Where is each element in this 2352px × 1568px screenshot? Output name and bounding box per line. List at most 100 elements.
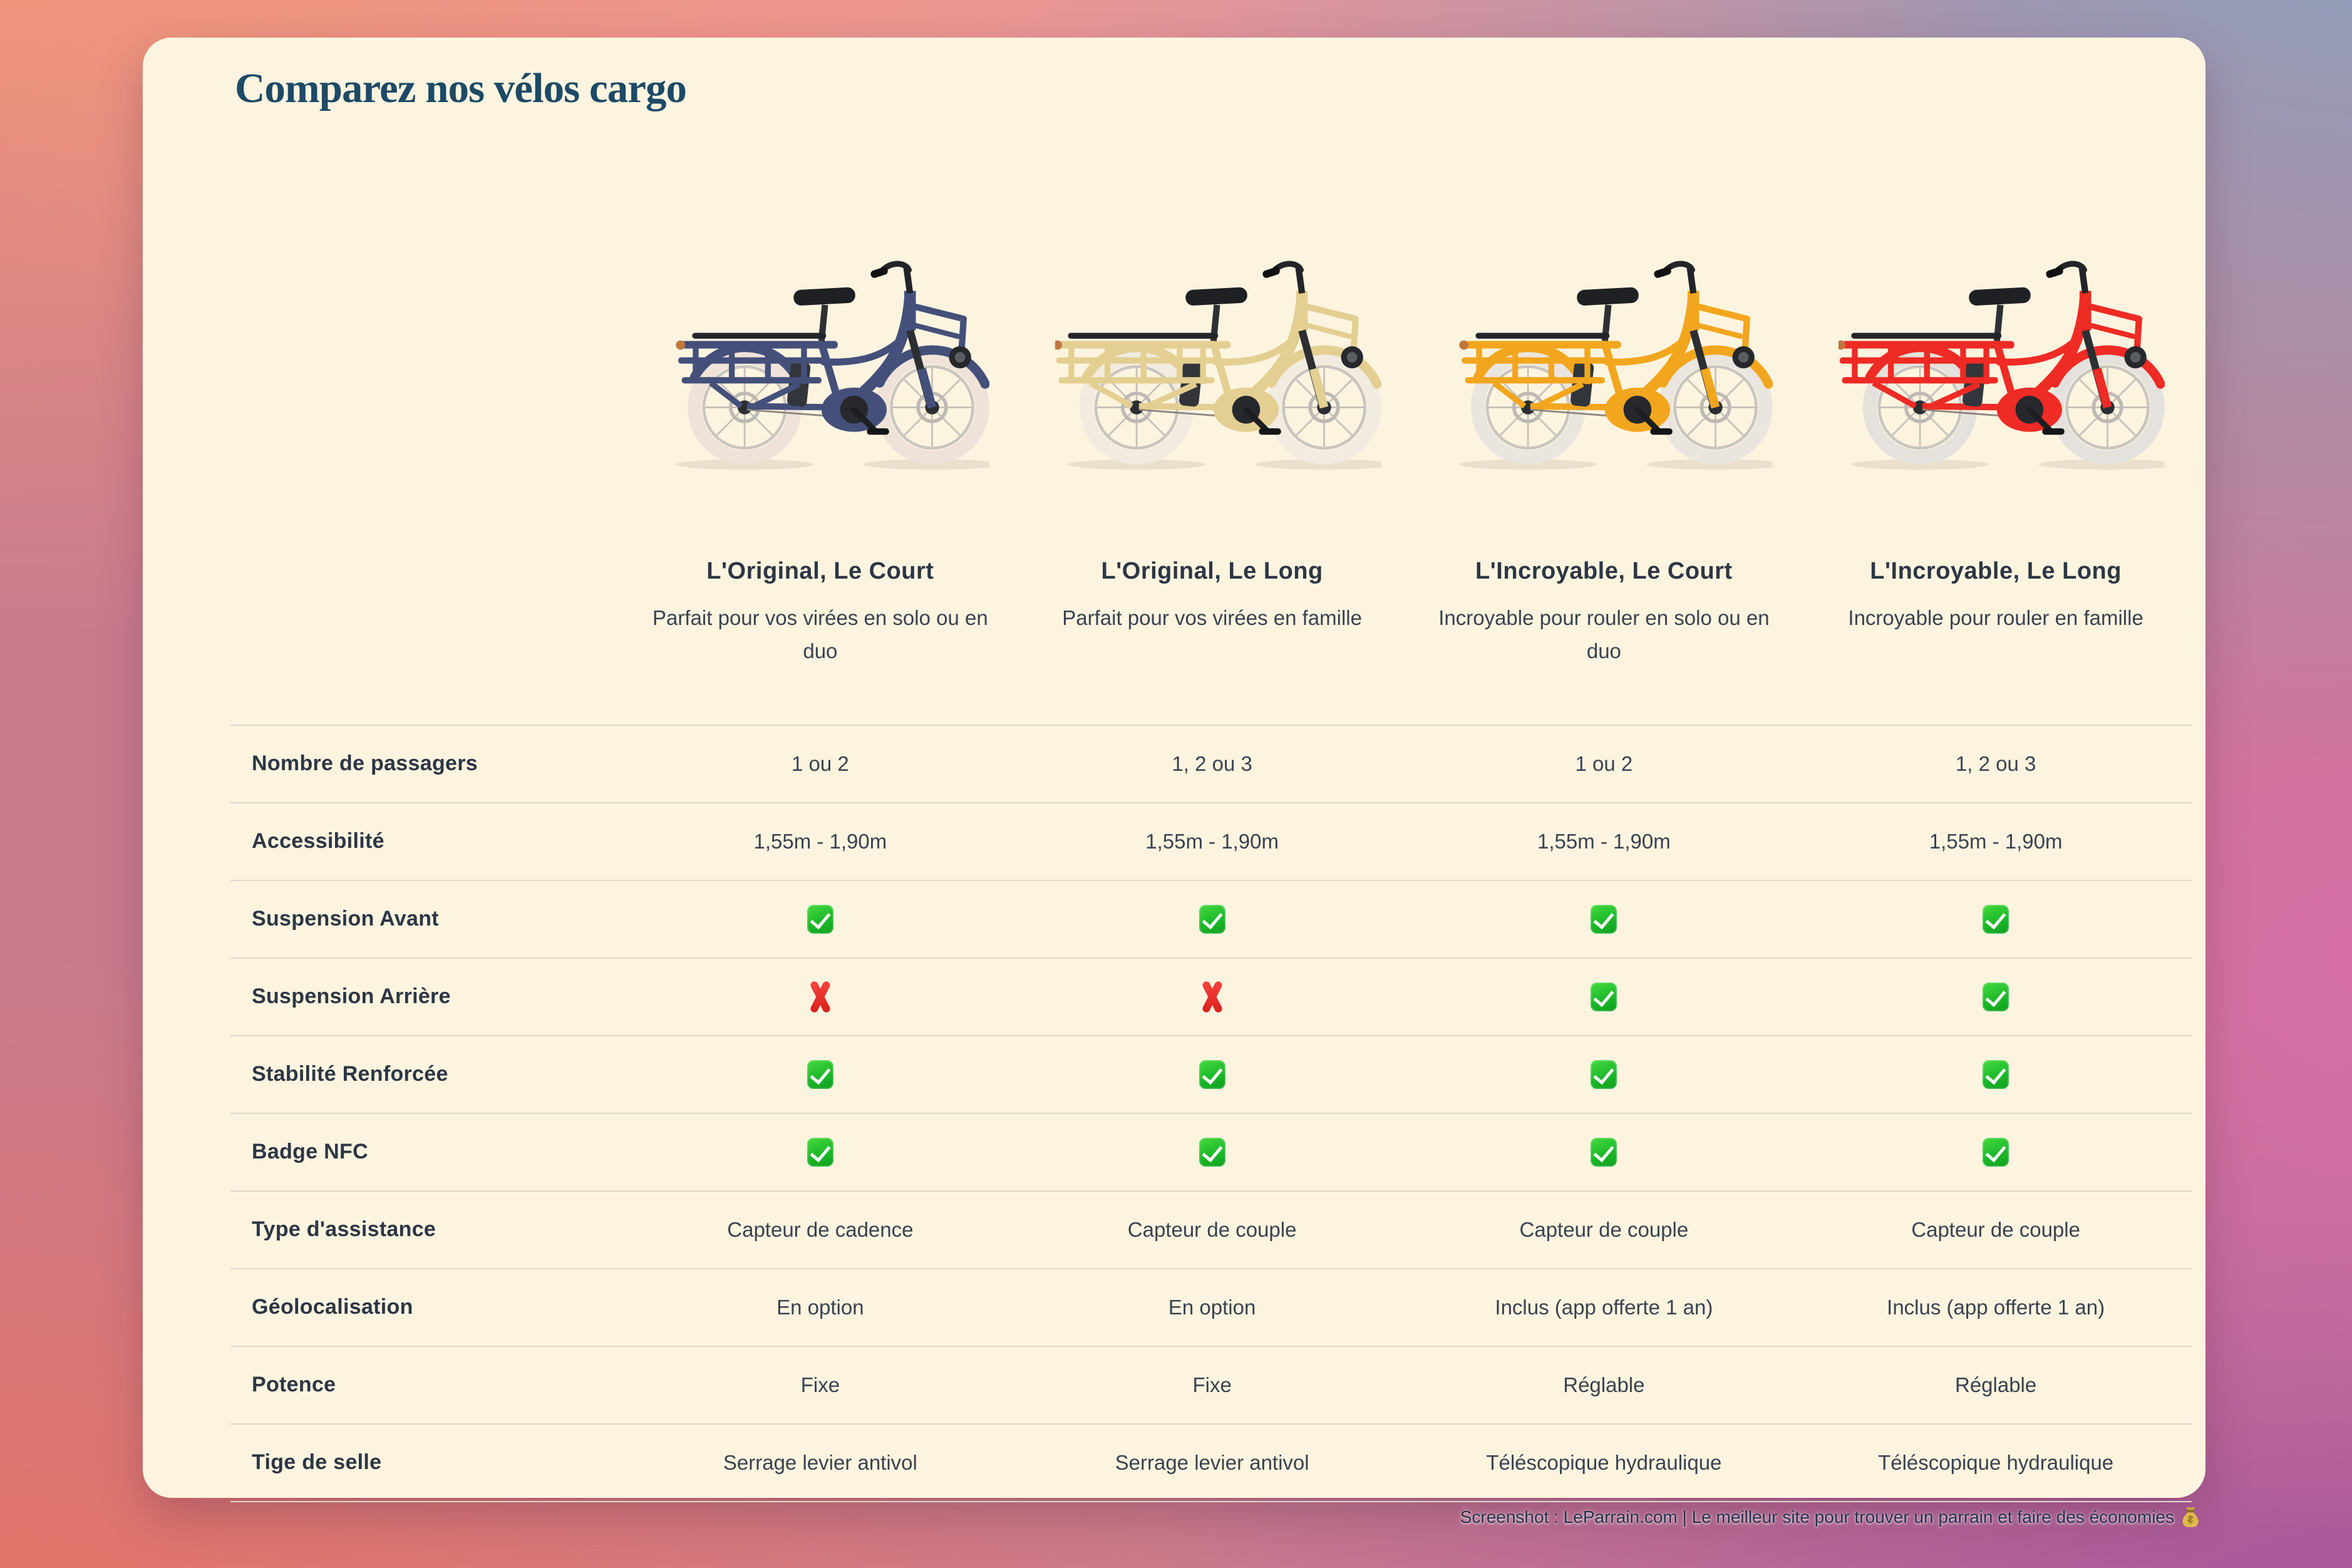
table-cell: 1 ou 2: [624, 752, 1016, 776]
check-icon: [1591, 1060, 1617, 1089]
table-cell: En option: [624, 1296, 1016, 1319]
check-icon: [1199, 904, 1225, 934]
check-icon: [1983, 904, 2009, 934]
cell-value: Fixe: [800, 1373, 840, 1396]
row-label: Suspension Avant: [252, 907, 439, 931]
bike-column-incroyable-court: L'Incroyable, Le Court Incroyable pour r…: [1408, 237, 1800, 668]
table-cell: En option: [1016, 1296, 1408, 1319]
check-icon: [1199, 1060, 1225, 1089]
table-row: Nombre de passagers 1 ou 2 1, 2 ou 3 1 ou …: [230, 724, 2192, 802]
check-icon: [807, 904, 833, 934]
table-cell: [624, 1137, 1016, 1167]
bike-image-incroyable-court: [1435, 237, 1773, 470]
table-cell: 1 ou 2: [1408, 752, 1800, 776]
cell-value: 1,55m - 1,90m: [1537, 829, 1671, 853]
cell-value: Fixe: [1192, 1373, 1232, 1396]
table-cell: Capteur de couple: [1408, 1218, 1800, 1242]
money-bag-icon: [2182, 1507, 2199, 1527]
table-row: Type d'assistance Capteur de cadence Capt…: [230, 1190, 2192, 1268]
table-row: Tige de selle Serrage levier antivol Serr…: [230, 1423, 2192, 1502]
table-cell: Téléscopique hydraulique: [1408, 1451, 1800, 1475]
row-label: Accessibilité: [252, 829, 384, 854]
bike-column-original-long: L'Original, Le Long Parfait pour vos vir…: [1016, 237, 1408, 668]
bike-description: Parfait pour vos virées en famille: [1062, 606, 1362, 629]
row-label: Géolocalisation: [252, 1295, 413, 1319]
table-cell: [624, 981, 1016, 1013]
cargo-bike-icon: [651, 237, 989, 470]
table-cell: 1,55m - 1,90m: [1016, 830, 1408, 854]
table-cell: [624, 1060, 1016, 1089]
bikes-header-spacer: [230, 237, 624, 668]
cell-value: 1 ou 2: [1575, 751, 1633, 775]
comparison-card: Comparez nos vélos cargo L'Original, Le …: [143, 38, 2205, 1502]
table-cell: 1,55m - 1,90m: [1408, 830, 1800, 854]
table-cell: [1016, 1060, 1408, 1089]
bike-image-incroyable-long: [1827, 237, 2165, 470]
cell-value: Inclus (app offerte 1 an): [1495, 1295, 1713, 1319]
row-label: Tige de selle: [252, 1450, 382, 1475]
bike-name: L'Original, Le Long: [1101, 557, 1323, 584]
table-cell: Fixe: [624, 1373, 1016, 1397]
table-cell: 1, 2 ou 3: [1016, 752, 1408, 776]
table-cell: [1800, 1137, 2192, 1167]
cargo-bike-icon: [1435, 237, 1773, 470]
table-cell: [1408, 1137, 1800, 1167]
cell-value: Capteur de couple: [1911, 1217, 2080, 1241]
table-cell: [1016, 981, 1408, 1013]
cell-value: Serrage levier antivol: [1115, 1450, 1309, 1474]
cell-value: Capteur de cadence: [727, 1217, 914, 1241]
cargo-bike-icon: [1043, 237, 1381, 470]
table-cell: Capteur de couple: [1016, 1218, 1408, 1242]
cross-icon: [1201, 981, 1224, 1013]
check-icon: [807, 1137, 833, 1167]
check-icon: [1591, 904, 1617, 934]
check-icon: [1591, 1137, 1617, 1167]
cell-value: 1,55m - 1,90m: [753, 829, 887, 853]
cell-value: Capteur de couple: [1519, 1217, 1689, 1241]
cell-value: En option: [776, 1295, 864, 1319]
table-cell: Capteur de couple: [1800, 1218, 2192, 1242]
table-row: Suspension Avant: [230, 879, 2192, 957]
bike-column-original-court: L'Original, Le Court Parfait pour vos vi…: [624, 237, 1016, 668]
comparison-table: Nombre de passagers 1 ou 2 1, 2 ou 3 1 ou …: [230, 724, 2192, 1502]
table-cell: Serrage levier antivol: [1016, 1451, 1408, 1475]
cell-value: 1, 2 ou 3: [1172, 751, 1252, 775]
cell-value: Réglable: [1954, 1373, 2037, 1396]
table-cell: Téléscopique hydraulique: [1800, 1451, 2192, 1475]
table-cell: Serrage levier antivol: [624, 1451, 1016, 1475]
table-cell: [1800, 1060, 2192, 1089]
table-cell: Fixe: [1016, 1373, 1408, 1397]
table-cell: [1016, 1137, 1408, 1167]
table-row: Potence Fixe Fixe Réglable Réglable: [230, 1345, 2192, 1423]
table-row: Accessibilité 1,55m - 1,90m 1,55m - 1,90m…: [230, 802, 2192, 880]
table-cell: Réglable: [1408, 1373, 1800, 1397]
check-icon: [1983, 1137, 2009, 1167]
screenshot-credit: Screenshot : LeParrain.com | Le meilleur…: [1460, 1507, 2199, 1527]
bike-column-incroyable-long: L'Incroyable, Le Long Incroyable pour ro…: [1800, 237, 2192, 668]
table-cell: [1016, 904, 1408, 934]
check-icon: [1983, 1060, 2009, 1089]
table-cell: [1800, 904, 2192, 934]
check-icon: [1591, 982, 1617, 1011]
bike-image-original-long: [1043, 237, 1381, 470]
bike-description: Incroyable pour rouler en solo ou en duo: [1438, 606, 1770, 663]
table-row: Badge NFC: [230, 1112, 2192, 1190]
bike-name: L'Incroyable, Le Court: [1475, 557, 1733, 584]
page-title: Comparez nos vélos cargo: [235, 65, 687, 111]
cell-value: Téléscopique hydraulique: [1486, 1450, 1722, 1474]
bike-name: L'Incroyable, Le Long: [1870, 557, 2122, 584]
check-icon: [807, 1060, 833, 1089]
cell-value: Capteur de couple: [1127, 1217, 1297, 1241]
bike-description: Incroyable pour rouler en famille: [1848, 606, 2143, 629]
table-cell: [1408, 1060, 1800, 1089]
table-row: Géolocalisation En option En option Inclus…: [230, 1267, 2192, 1346]
bike-image-original-court: [651, 237, 989, 470]
table-cell: Inclus (app offerte 1 an): [1800, 1296, 2192, 1319]
table-row: Stabilité Renforcée: [230, 1034, 2192, 1113]
cell-value: Réglable: [1563, 1373, 1645, 1396]
row-label: Stabilité Renforcée: [252, 1062, 448, 1086]
cell-value: Téléscopique hydraulique: [1878, 1450, 2114, 1474]
bike-name: L'Original, Le Court: [706, 557, 934, 584]
bikes-header: L'Original, Le Court Parfait pour vos vi…: [230, 237, 2192, 668]
